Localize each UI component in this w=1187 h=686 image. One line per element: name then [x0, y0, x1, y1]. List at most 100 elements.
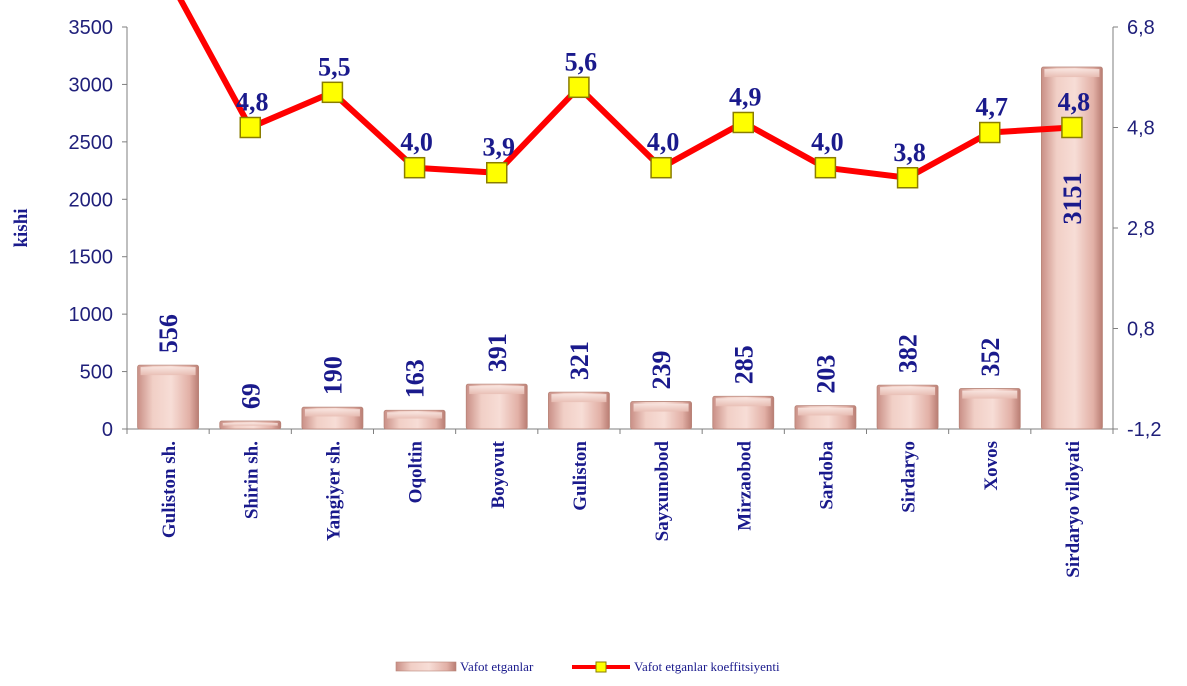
- bar: [876, 384, 939, 430]
- line-data-label: 4,0: [811, 128, 844, 157]
- bar-data-label: 69: [236, 383, 265, 409]
- line-point: [486, 161, 508, 184]
- legend-label: Vafot etganlar: [460, 659, 534, 674]
- y-left-tick-label: 1000: [69, 304, 114, 326]
- line-point: [814, 156, 837, 179]
- axes: 0 500 1000 1500 2000 2500 3000 3500 -1,2 0,8 2,8 4,…: [11, 17, 1161, 578]
- line-data-label: 5,6: [565, 47, 598, 76]
- bar-data-label: 163: [401, 359, 430, 398]
- y-right-tick-label: -1,2: [1127, 419, 1161, 441]
- bar-highlight: [222, 423, 278, 426]
- line-data-label: 4,8: [1058, 88, 1091, 117]
- bar-highlight: [715, 398, 771, 407]
- bar-highlight: [1044, 69, 1100, 78]
- line-point: [650, 156, 672, 179]
- data-labels: 7,84,85,54,03,95,64,04,94,03,84,74,85566…: [154, 47, 1091, 409]
- bar-highlight: [797, 407, 853, 416]
- line-point: [979, 121, 1001, 144]
- y-right-tick-label: 2,8: [1127, 218, 1155, 240]
- x-tick-label: Sirdaryo: [899, 441, 920, 513]
- y-left-tick-label: 2500: [69, 132, 114, 154]
- bar-series: [137, 66, 1103, 430]
- bar-body: [958, 388, 1021, 430]
- x-tick-label: Sardoba: [816, 441, 837, 510]
- bar-data-label: 321: [565, 341, 594, 380]
- legend: Vafot etganlar Vafot etganlar koeffitsiye…: [395, 659, 780, 674]
- bar-data-label: 190: [318, 356, 347, 395]
- line-data-label: 5,5: [318, 52, 351, 81]
- line-point: [239, 116, 261, 139]
- bar: [137, 364, 199, 430]
- bar: [383, 409, 446, 430]
- legend-label: Vafot etganlar koeffitsiyenti: [634, 659, 780, 674]
- bar: [794, 405, 857, 430]
- line-data-label: 3,8: [893, 138, 926, 167]
- y-left-tick-label: 500: [80, 362, 113, 384]
- y-left-tick-label: 2000: [69, 189, 114, 211]
- x-tick-label: Yangiyer sh.: [323, 441, 344, 541]
- x-tick-label: Boyovut: [488, 440, 509, 508]
- bar-data-label: 391: [483, 333, 512, 372]
- bar: [465, 383, 528, 430]
- bar-highlight: [880, 387, 936, 396]
- line-data-label: 4,9: [729, 82, 762, 111]
- line-data-label: 4,8: [236, 88, 269, 117]
- bar-data-label: 203: [811, 355, 840, 394]
- bar-highlight: [469, 386, 525, 395]
- bar: [630, 401, 692, 430]
- bar-highlight: [387, 412, 443, 419]
- bar: [301, 406, 364, 430]
- x-tick-label: Mirzaobod: [734, 441, 755, 531]
- x-tick-label: Shirin sh.: [241, 441, 262, 519]
- line-path: [177, 0, 1073, 181]
- legend-swatch-marker: [595, 661, 607, 673]
- bar-data-label: 556: [154, 314, 183, 353]
- bar-body: [465, 383, 528, 430]
- x-tick-label: Guliston: [570, 441, 591, 511]
- line-point: [1061, 116, 1083, 139]
- legend-swatch-bar: [395, 661, 457, 672]
- y-right-tick-label: 0,8: [1127, 319, 1155, 341]
- x-tick-label: Sayxunobod: [652, 441, 673, 542]
- y-axis-title: kishi: [11, 208, 32, 247]
- bar-data-label: 285: [729, 345, 758, 384]
- y-left-tick-label: 0: [102, 419, 113, 441]
- bar: [548, 391, 610, 430]
- bar-highlight: [140, 367, 196, 376]
- line-point: [732, 111, 754, 134]
- legend-item-bars: Vafot etganlar: [395, 659, 534, 674]
- bar-body: [1041, 66, 1103, 430]
- y-right-tick-label: 4,8: [1127, 118, 1155, 140]
- line-point: [568, 76, 590, 99]
- line-data-label: 4,0: [647, 128, 680, 157]
- legend-item-line: Vafot etganlar koeffitsiyenti: [572, 659, 780, 674]
- bar-highlight: [962, 390, 1018, 399]
- y-right-tick-label: 6,8: [1127, 17, 1155, 39]
- y-left-tick-label: 1500: [69, 247, 114, 269]
- line-point: [403, 156, 426, 179]
- line-data-label: 3,9: [483, 133, 516, 162]
- bar: [958, 388, 1021, 430]
- line-data-label: 4,0: [400, 128, 433, 157]
- y-left-tick-label: 3500: [69, 17, 114, 39]
- bar-highlight: [633, 403, 689, 412]
- bar: [1041, 66, 1103, 430]
- line-point: [321, 81, 344, 104]
- x-tick-label: Guliston sh.: [159, 441, 180, 538]
- line-point: [896, 167, 919, 189]
- bar-highlight: [304, 409, 360, 417]
- bar-data-label: 352: [976, 338, 1005, 377]
- bar: [712, 395, 775, 430]
- bar-data-label: 3151: [1058, 173, 1087, 225]
- y-left-tick-label: 3000: [69, 74, 114, 96]
- x-tick-label: Oqoltin: [406, 441, 427, 504]
- line-data-label: 4,7: [976, 93, 1009, 122]
- bar-body: [137, 364, 199, 430]
- bar-body: [876, 384, 939, 430]
- bar: [219, 420, 282, 430]
- x-tick-label: Sirdaryo viloyati: [1063, 441, 1084, 578]
- x-tick-label: Xovos: [981, 441, 1002, 491]
- bar-data-label: 382: [894, 334, 923, 373]
